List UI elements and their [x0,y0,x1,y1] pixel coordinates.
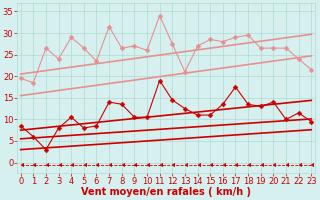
X-axis label: Vent moyen/en rafales ( km/h ): Vent moyen/en rafales ( km/h ) [81,187,251,197]
